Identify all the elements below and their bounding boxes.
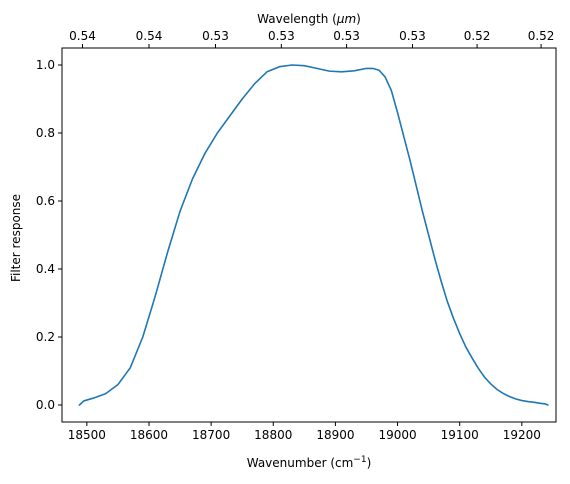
top-x-tick-label-1: 0.54: [136, 29, 163, 43]
y-tick-label-0: 0.0: [36, 398, 55, 412]
x-tick-label-0: 18500: [68, 428, 106, 442]
x-tick-label-7: 19200: [503, 428, 541, 442]
top-x-tick-label-7: 0.52: [528, 29, 555, 43]
top-x-axis-label-unit: μm: [336, 12, 356, 26]
x-tick-label-1: 18600: [130, 428, 168, 442]
top-x-tick-label-4: 0.53: [333, 29, 360, 43]
y-tick-label-2: 0.4: [36, 262, 55, 276]
y-axis-label: Filter response: [9, 194, 23, 282]
series-layer: [78, 64, 549, 406]
top-x-axis-label-prefix: Wavelength (: [257, 12, 337, 26]
y-tick-label-4: 0.8: [36, 126, 55, 140]
y-axis-ticks: 0.0 0.2 0.4 0.6 0.8 1.0: [36, 58, 62, 412]
y-tick-label-1: 0.2: [36, 330, 55, 344]
x-tick-label-5: 19000: [378, 428, 416, 442]
x-axis-label-main: Wavenumber (cm: [247, 456, 354, 470]
top-x-tick-label-0: 0.54: [69, 29, 96, 43]
y-tick-label-5: 1.0: [36, 58, 55, 72]
top-x-tick-label-3: 0.53: [268, 29, 295, 43]
x-tick-label-6: 19100: [441, 428, 479, 442]
y-tick-label-3: 0.6: [36, 194, 55, 208]
top-x-axis-label-suffix: ): [356, 12, 361, 26]
top-x-tick-label-2: 0.53: [202, 29, 229, 43]
x-tick-label-2: 18700: [192, 428, 230, 442]
x-tick-label-3: 18800: [254, 428, 292, 442]
top-x-axis-label: Wavelength (μm): [257, 12, 361, 26]
x-axis-ticks: 18500 18600 18700 18800 18900 19000 19100 19200: [68, 422, 541, 442]
series-line-0: [78, 64, 549, 406]
x-axis-label: Wavenumber (cm−1): [247, 455, 372, 470]
top-x-tick-label-6: 0.52: [464, 29, 491, 43]
top-x-axis-ticks: 0.54 0.54 0.53 0.53 0.53 0.53 0.52 0.52: [69, 29, 554, 48]
x-tick-label-4: 18900: [316, 428, 354, 442]
x-axis-label-end: ): [367, 456, 372, 470]
axes-frame: [61, 47, 557, 423]
x-axis-label-superscript: −1: [353, 455, 366, 465]
top-x-tick-label-5: 0.53: [399, 29, 426, 43]
